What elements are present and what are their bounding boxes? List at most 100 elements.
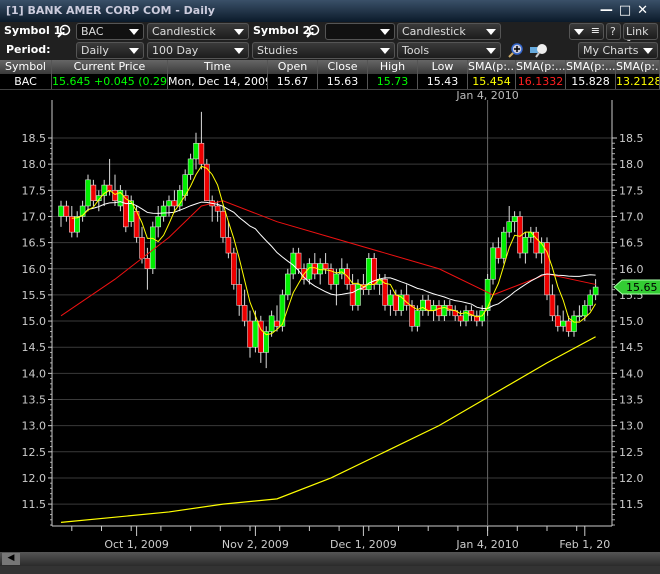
- candle-body: [112, 190, 118, 202]
- chevron-down-icon: [574, 29, 584, 35]
- candle-body: [187, 158, 194, 175]
- candle-body: [533, 231, 539, 254]
- period-label: Period:: [6, 43, 51, 56]
- quote-cell: 15.73: [368, 74, 418, 89]
- list-icon: ≡: [590, 24, 600, 37]
- price-chart[interactable]: 11.5 11.5 12.0 12.0 12.5 12.5 13.0 13.0 13.5 13.5…: [0, 90, 660, 552]
- candle-body: [555, 315, 561, 327]
- candle-body: [279, 294, 286, 327]
- column-header[interactable]: Current Price: [52, 60, 168, 74]
- y-tick-label-left: 11.5: [22, 498, 47, 511]
- candle-body: [328, 268, 334, 285]
- symbol1-label: Symbol 1:: [4, 24, 66, 37]
- chart-scrollbar[interactable]: ◀: [0, 552, 660, 566]
- candle-body: [522, 237, 529, 254]
- sma-red-line: [60, 200, 596, 317]
- candle-body: [490, 247, 496, 280]
- quote-cell: 16.1332: [516, 74, 566, 89]
- my-charts-select[interactable]: My Charts: [578, 42, 658, 59]
- tools-select[interactable]: Tools: [397, 42, 501, 59]
- y-tick-label-right: 15.0: [619, 315, 644, 328]
- column-header[interactable]: SMA(p:...: [616, 60, 660, 74]
- candle-body: [576, 315, 583, 318]
- x-tick-label: Dec 1, 2009: [330, 538, 397, 551]
- column-header[interactable]: High: [368, 60, 418, 74]
- symbol1-input[interactable]: BAC: [76, 23, 144, 40]
- candle-body: [295, 252, 302, 269]
- candle-body: [117, 190, 124, 207]
- window-controls[interactable]: —□✕: [599, 3, 654, 18]
- symbol1-value: BAC: [81, 25, 104, 38]
- column-header[interactable]: Symbol: [0, 60, 52, 74]
- candle-body: [160, 205, 167, 217]
- candle-body: [495, 247, 502, 259]
- y-tick-label-right: 17.0: [619, 210, 644, 223]
- tools-value: Tools: [402, 44, 430, 57]
- quote-cell: 15.828: [566, 74, 616, 89]
- y-tick-label-left: 17.0: [22, 210, 47, 223]
- last-price-tag: [613, 279, 660, 295]
- zoom-in-icon[interactable]: [508, 43, 524, 58]
- y-tick-label-left: 16.0: [22, 263, 47, 276]
- candle-body: [90, 184, 97, 202]
- quote-table-row[interactable]: BAC 15.645 +0.045 (0.29... Mon, Dec 14, 20…: [0, 74, 660, 90]
- help-button[interactable]: ?: [606, 23, 621, 40]
- y-tick-label-left: 12.5: [22, 446, 47, 459]
- chevron-down-icon: [129, 48, 139, 54]
- sma-long-line: [60, 336, 596, 524]
- y-tick-label-right: 13.5: [619, 394, 644, 407]
- column-header[interactable]: SMA(p:...: [566, 60, 616, 74]
- y-tick-label-right: 11.5: [619, 498, 644, 511]
- period-toolbar: Period: Daily 100 Day Studies Tools My C…: [0, 41, 660, 60]
- chart-type1-select[interactable]: Candlestick: [147, 23, 249, 40]
- column-header[interactable]: SMA(p:...: [468, 60, 516, 74]
- chart-type2-value: Candlestick: [402, 25, 466, 38]
- period-select[interactable]: Daily: [76, 42, 144, 59]
- help-label: ?: [610, 25, 616, 38]
- candle-body: [339, 268, 345, 275]
- search-icon[interactable]: [57, 24, 71, 38]
- candle-body: [393, 294, 399, 311]
- candle-body: [123, 195, 129, 228]
- candle-body: [268, 315, 275, 332]
- column-header[interactable]: Time: [168, 60, 268, 74]
- range-select[interactable]: 100 Day: [147, 42, 249, 59]
- candle-body: [204, 163, 210, 202]
- candle-body: [225, 237, 232, 254]
- studies-value: Studies: [257, 44, 298, 57]
- candle-body: [274, 320, 280, 327]
- candle-body: [474, 315, 480, 322]
- sma-mid-line: [77, 201, 596, 309]
- y-tick-label-left: 14.5: [22, 341, 47, 354]
- candle-body: [322, 263, 329, 270]
- chevron-down-icon: [234, 29, 244, 35]
- candle-body: [241, 305, 248, 322]
- column-header[interactable]: SMA(p:...: [516, 60, 566, 74]
- candle-body: [463, 310, 469, 322]
- candle-body: [155, 216, 161, 228]
- studies-select[interactable]: Studies: [252, 42, 395, 59]
- column-header[interactable]: Open: [268, 60, 318, 74]
- candle-body: [214, 205, 221, 212]
- candle-body: [236, 284, 242, 306]
- candle-body: [565, 320, 572, 332]
- y-tick-label-left: 17.5: [22, 184, 47, 197]
- scroll-left-button[interactable]: ◀: [2, 553, 20, 565]
- symbol2-input[interactable]: [325, 23, 395, 40]
- candle-body: [247, 320, 253, 348]
- chart-type2-select[interactable]: Candlestick: [397, 23, 501, 40]
- crosshair-date-label: Jan 4, 2010: [455, 90, 518, 102]
- candle-body: [484, 278, 491, 311]
- candle-body: [506, 221, 512, 233]
- column-header[interactable]: Low: [418, 60, 468, 74]
- window-title-bar: [1] BANK AMER CORP COM - Daily —□✕: [0, 0, 660, 22]
- quote-cell: 13.2128: [616, 74, 660, 89]
- candle-body: [144, 258, 151, 269]
- search-icon[interactable]: [306, 24, 320, 38]
- y-tick-label-right: 16.5: [619, 237, 644, 250]
- link-button[interactable]: Link 1: [623, 23, 658, 51]
- zoom-reset-icon[interactable]: [530, 43, 550, 58]
- column-header[interactable]: Close: [318, 60, 368, 74]
- x-tick-label: Oct 1, 2009: [104, 538, 169, 551]
- menu-button[interactable]: ≡: [569, 23, 604, 40]
